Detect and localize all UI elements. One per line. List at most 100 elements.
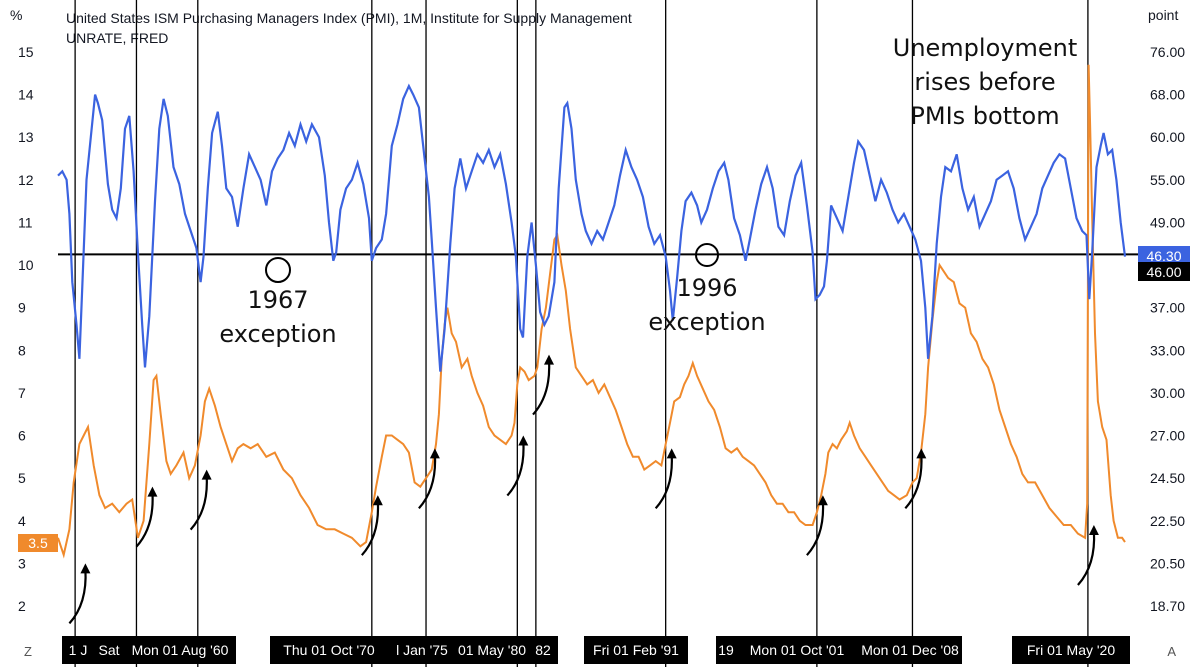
right-tick-label: 55.00 xyxy=(1150,172,1185,188)
exception-1967-circle xyxy=(265,257,291,283)
x-axis-label: 19 xyxy=(718,642,734,658)
unrate-series-line xyxy=(57,64,1126,559)
threshold-value-badge xyxy=(1138,262,1190,281)
x-axis-label-box xyxy=(584,636,688,664)
annotation-1967-label: exception xyxy=(219,320,336,348)
rise-arrow-shaft xyxy=(806,501,825,556)
rise-arrow-shaft xyxy=(506,441,525,497)
left-axis-unit: % xyxy=(10,7,22,23)
left-tick-label: 7 xyxy=(18,385,26,401)
rise-arrow-shaft xyxy=(532,360,551,416)
right-tick-label: 27.00 xyxy=(1150,428,1185,444)
x-axis-label: Mon 01 Oct '01 xyxy=(750,642,845,658)
x-axis-label-box xyxy=(858,636,962,664)
rise-arrow-shaft xyxy=(654,454,673,510)
rise-arrow-head xyxy=(372,495,383,506)
right-tick-label: 33.00 xyxy=(1150,342,1185,358)
right-tick-label: 30.00 xyxy=(1150,385,1185,401)
rise-arrow-shaft xyxy=(904,454,923,510)
rise-arrow-head xyxy=(429,448,440,459)
x-axis-label: Fri 01 May '20 xyxy=(1027,642,1115,658)
x-axis-label: Fri 01 Feb '91 xyxy=(593,642,679,658)
right-tick-label: 37.00 xyxy=(1150,300,1185,316)
x-axis-label: 1 J xyxy=(69,642,88,658)
rise-arrow-shaft xyxy=(68,569,87,625)
annotation-unemployment-line-2: rises before xyxy=(914,68,1055,96)
right-tick-label: 60.00 xyxy=(1150,129,1185,145)
left-axis-ticks: 15 14 13 12 11 10 9 8 7 6 5 4 3 2 xyxy=(18,44,34,614)
right-tick-label: 76.00 xyxy=(1150,44,1185,60)
right-axis-unit: point xyxy=(1148,7,1178,23)
corner-right-label[interactable]: A xyxy=(1167,644,1176,659)
unrate-last-value-badge xyxy=(18,534,58,552)
x-axis-label-box xyxy=(528,636,558,664)
rise-arrow-shaft xyxy=(418,454,437,510)
annotation-1996-year: 1996 xyxy=(676,274,737,302)
left-tick-label: 8 xyxy=(18,342,26,358)
x-axis-label: Mon 01 Aug '60 xyxy=(132,642,229,658)
x-axis-label: Mon 01 Dec '08 xyxy=(861,642,959,658)
x-axis-label: Thu 01 Oct '70 xyxy=(283,642,375,658)
rise-arrow-shaft xyxy=(1077,530,1096,586)
unrate-last-value-text: 3.5 xyxy=(28,535,48,551)
right-tick-label: 18.70 xyxy=(1150,598,1185,614)
left-tick-label: 10 xyxy=(18,257,34,273)
right-tick-label: 49.00 xyxy=(1150,214,1185,230)
left-tick-label: 14 xyxy=(18,87,34,103)
left-tick-label: 6 xyxy=(18,428,26,444)
pmi-last-value-badge xyxy=(1138,246,1190,265)
pmi-last-value-text: 46.30 xyxy=(1146,248,1181,264)
x-axis-labels: 1 J Sat Mon 01 Aug '60 Thu 01 Oct '70 l Jan … xyxy=(62,636,1130,664)
left-tick-label: 11 xyxy=(18,214,33,230)
x-axis-label: Sat xyxy=(98,642,119,658)
left-tick-label: 13 xyxy=(18,129,34,145)
rise-arrow-head xyxy=(80,563,91,574)
pmi-series-line xyxy=(57,83,1127,372)
left-tick-label: 12 xyxy=(18,172,34,188)
right-tick-label: 22.50 xyxy=(1150,513,1185,529)
x-axis-label-box xyxy=(388,636,456,664)
x-axis-label-box xyxy=(736,636,858,664)
corner-left-label[interactable]: Z xyxy=(24,644,32,659)
annotation-1996-label: exception xyxy=(648,308,765,336)
rise-arrow-head xyxy=(201,469,212,480)
left-tick-label: 4 xyxy=(18,513,26,529)
rise-arrow-head xyxy=(544,354,554,365)
x-axis-label: 82 xyxy=(535,642,551,658)
exception-1996-circle xyxy=(695,243,719,267)
rise-arrow-head xyxy=(916,448,927,459)
x-axis-label: 01 May '80 xyxy=(458,642,526,658)
right-tick-label: 68.00 xyxy=(1150,87,1185,103)
rise-arrow-head xyxy=(518,435,529,446)
x-axis-label-box xyxy=(62,636,94,664)
x-axis-label-box xyxy=(1012,636,1130,664)
x-axis-label-box xyxy=(270,636,388,664)
annotation-unemployment-line-1: Unemployment xyxy=(893,34,1077,62)
left-tick-label: 15 xyxy=(18,44,34,60)
recession-lines xyxy=(74,0,1089,667)
threshold-value-text: 46.00 xyxy=(1146,264,1181,280)
x-axis-label-box xyxy=(716,636,736,664)
x-axis-label-box xyxy=(456,636,528,664)
annotation-unemployment-line-3: PMIs bottom xyxy=(910,102,1059,130)
left-tick-label: 5 xyxy=(18,470,26,486)
left-tick-label: 9 xyxy=(18,300,26,316)
right-tick-label: 24.50 xyxy=(1150,470,1185,486)
rise-arrow-head xyxy=(147,486,158,497)
rise-arrow-head xyxy=(666,448,677,459)
rise-arrow-head xyxy=(817,495,828,506)
chart-header-line-2: UNRATE, FRED xyxy=(66,30,169,46)
rise-arrow-shaft xyxy=(189,475,208,531)
left-tick-label: 3 xyxy=(18,555,26,571)
chart-header-line-1: United States ISM Purchasing Managers In… xyxy=(66,10,632,26)
annotation-1967-year: 1967 xyxy=(247,286,308,314)
rise-arrow-head xyxy=(1088,525,1099,536)
unemployment-rise-arrows xyxy=(68,354,1099,625)
x-axis-label-box xyxy=(94,636,124,664)
x-axis-label: l Jan '75 xyxy=(396,642,448,658)
right-axis-ticks: 76.0068.0060.0055.0049.0041.0037.0033.00… xyxy=(1150,44,1185,614)
right-tick-label: 20.50 xyxy=(1150,555,1185,571)
rise-arrow-shaft xyxy=(361,501,380,556)
x-axis-label-box xyxy=(124,636,236,664)
